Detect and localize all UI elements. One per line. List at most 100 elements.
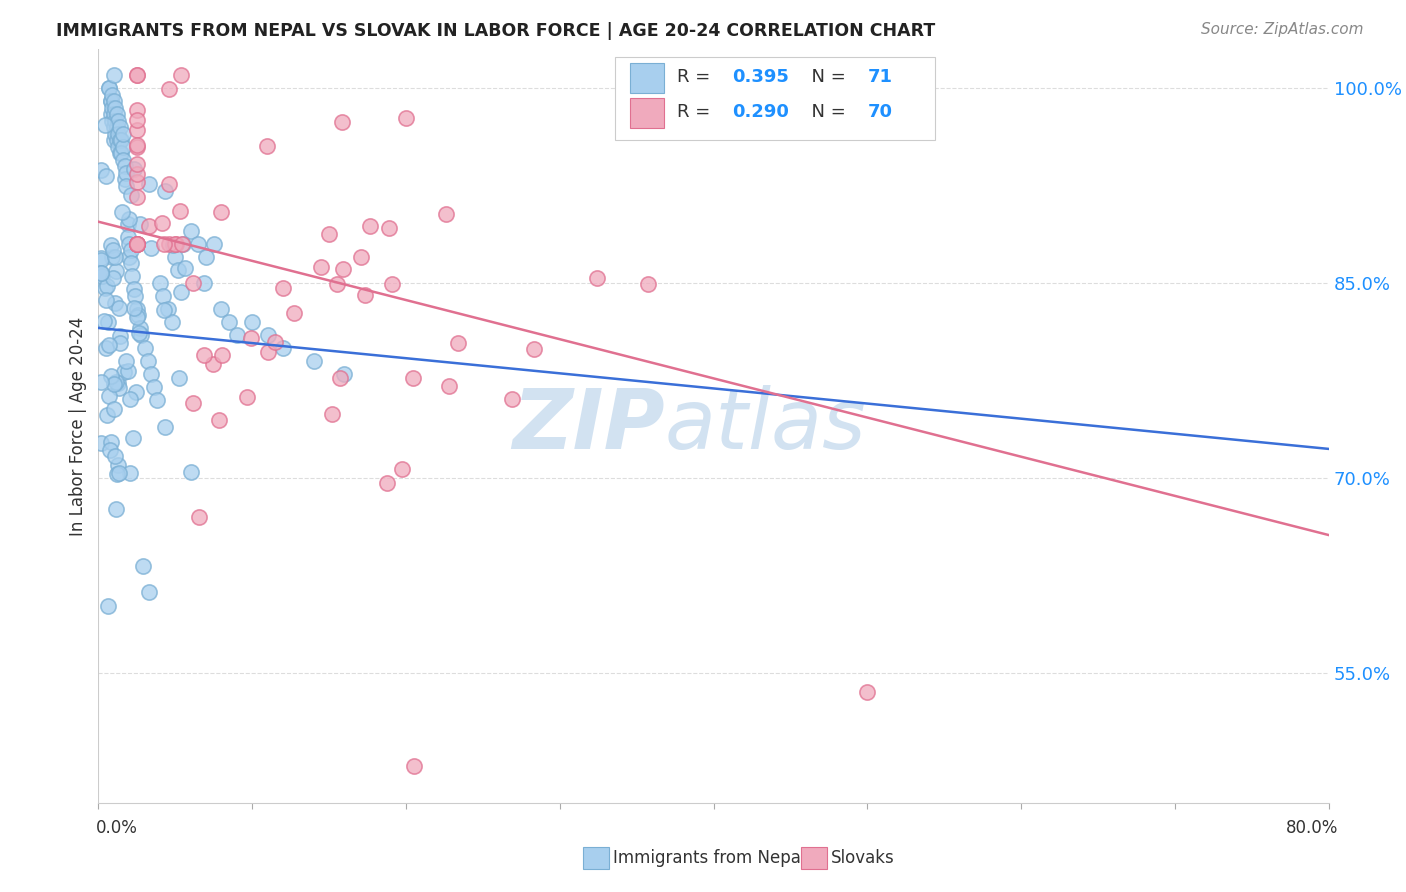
Point (125, 68, 148, 82)
Point (110, 336, 132, 351)
Point (170, 68, 193, 82)
Text: ZIP: ZIP (512, 385, 665, 467)
Point (152, 289, 174, 303)
Point (330, 114, 353, 128)
Point (218, 315, 240, 329)
Text: Slovaks: Slovaks (831, 849, 894, 867)
Point (209, 204, 232, 219)
Point (332, 261, 354, 276)
Point (125, 301, 148, 316)
Point (501, 392, 523, 406)
Point (107, 376, 129, 391)
Point (350, 250, 373, 264)
Point (163, 237, 186, 252)
Text: atlas: atlas (665, 385, 866, 467)
Y-axis label: In Labor Force | Age 20-24: In Labor Force | Age 20-24 (69, 317, 87, 535)
Point (103, 402, 125, 417)
Point (240, 315, 263, 329)
Point (125, 237, 148, 252)
Point (202, 237, 225, 252)
Point (181, 396, 204, 410)
Point (165, 250, 187, 264)
Point (115, 165, 138, 179)
Point (105, 133, 128, 147)
Point (118, 237, 141, 252)
Point (90, 266, 112, 280)
Point (256, 328, 278, 343)
Point (104, 375, 127, 389)
Point (103, 120, 125, 134)
Point (125, 103, 148, 118)
Point (97, 338, 120, 352)
Point (139, 241, 162, 255)
Point (208, 412, 231, 426)
Text: 80.0%: 80.0% (1286, 819, 1339, 837)
Point (125, 167, 148, 181)
Point (111, 205, 134, 219)
Point (107, 113, 129, 128)
Point (96, 279, 118, 293)
Point (157, 177, 180, 191)
Point (318, 227, 340, 241)
Text: 0.290: 0.290 (733, 103, 789, 121)
Point (105, 502, 128, 516)
Point (181, 276, 204, 290)
Point (108, 301, 131, 315)
Point (156, 301, 179, 316)
Point (101, 87, 124, 102)
Point (173, 261, 195, 276)
Point (193, 276, 215, 290)
Point (193, 348, 215, 362)
Point (153, 303, 176, 318)
Point (128, 326, 150, 340)
Point (180, 224, 202, 238)
Point (138, 178, 160, 192)
Point (100, 94, 122, 108)
Text: Immigrants from Nepal: Immigrants from Nepal (613, 849, 806, 867)
Point (100, 435, 122, 450)
Point (402, 371, 425, 385)
Point (138, 585, 160, 599)
Point (157, 237, 180, 252)
Text: 71: 71 (868, 68, 893, 86)
Point (104, 295, 127, 310)
Bar (630, 62, 664, 93)
Point (211, 348, 233, 362)
Point (523, 343, 546, 357)
Point (101, 271, 124, 285)
Point (167, 371, 190, 385)
Point (884, 68, 907, 82)
Point (446, 336, 468, 351)
Point (125, 237, 148, 252)
Point (108, 381, 131, 395)
Point (202, 358, 225, 372)
Point (325, 277, 347, 291)
Point (283, 306, 305, 320)
Point (172, 237, 194, 252)
Point (122, 283, 145, 297)
Point (391, 462, 413, 476)
Point (125, 139, 148, 153)
Point (100, 250, 122, 264)
Point (120, 187, 142, 202)
Point (121, 269, 143, 284)
Point (105, 264, 128, 278)
Point (125, 157, 148, 171)
Point (108, 120, 131, 134)
Point (170, 285, 193, 299)
Point (125, 112, 148, 127)
Point (125, 190, 148, 204)
Point (381, 277, 404, 291)
Point (97, 389, 120, 403)
Point (153, 184, 176, 198)
Point (329, 371, 352, 385)
Point (91, 269, 114, 284)
Point (115, 178, 138, 193)
Point (354, 288, 377, 302)
Text: Source: ZipAtlas.com: Source: ZipAtlas.com (1201, 22, 1364, 37)
Point (93, 313, 115, 327)
Point (107, 458, 129, 472)
Point (100, 442, 122, 457)
Point (125, 237, 148, 252)
Point (132, 559, 155, 574)
